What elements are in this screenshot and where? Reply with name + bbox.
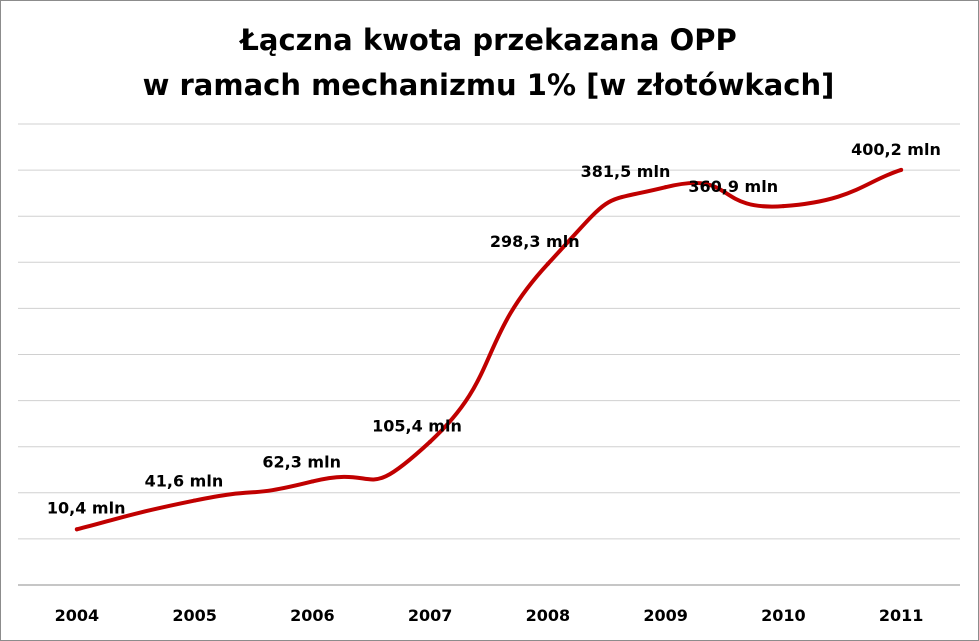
data-label-2005: 41,6 mln [145,472,224,491]
x-tick-label-2006: 2006 [290,606,335,625]
data-point-2008 [545,261,550,266]
data-point-2005 [192,498,197,503]
chart-title-line-1: Łączna kwota przekazana OPP [240,23,737,57]
data-label-2008: 298,3 mln [490,232,580,251]
data-label-2007: 105,4 mln [372,417,462,436]
x-tick-label-2004: 2004 [55,606,100,625]
data-label-2010: 360,9 mln [688,177,778,196]
x-tick-label-2010: 2010 [761,606,806,625]
x-tick-label-2007: 2007 [408,606,453,625]
data-label-2004: 10,4 mln [47,498,126,517]
data-point-2011 [899,167,904,172]
data-point-2009 [663,185,668,190]
data-point-2004 [74,527,79,532]
x-tick-label-2011: 2011 [879,606,924,625]
data-label-2006: 62,3 mln [262,452,341,471]
data-point-2006 [310,479,315,484]
x-tick-label-2008: 2008 [526,606,571,625]
data-label-2009: 381,5 mln [581,162,671,181]
data-point-2010 [781,204,786,209]
x-tick-label-2009: 2009 [643,606,688,625]
data-label-2011: 400,2 mln [851,140,941,159]
chart-title: Łączna kwota przekazana OPP w ramach mec… [0,18,977,108]
data-point-2007 [428,439,433,444]
x-tick-label-2005: 2005 [172,606,217,625]
chart-title-line-2: w ramach mechanizmu 1% [w złotówkach] [142,68,835,102]
series-line [74,167,904,532]
